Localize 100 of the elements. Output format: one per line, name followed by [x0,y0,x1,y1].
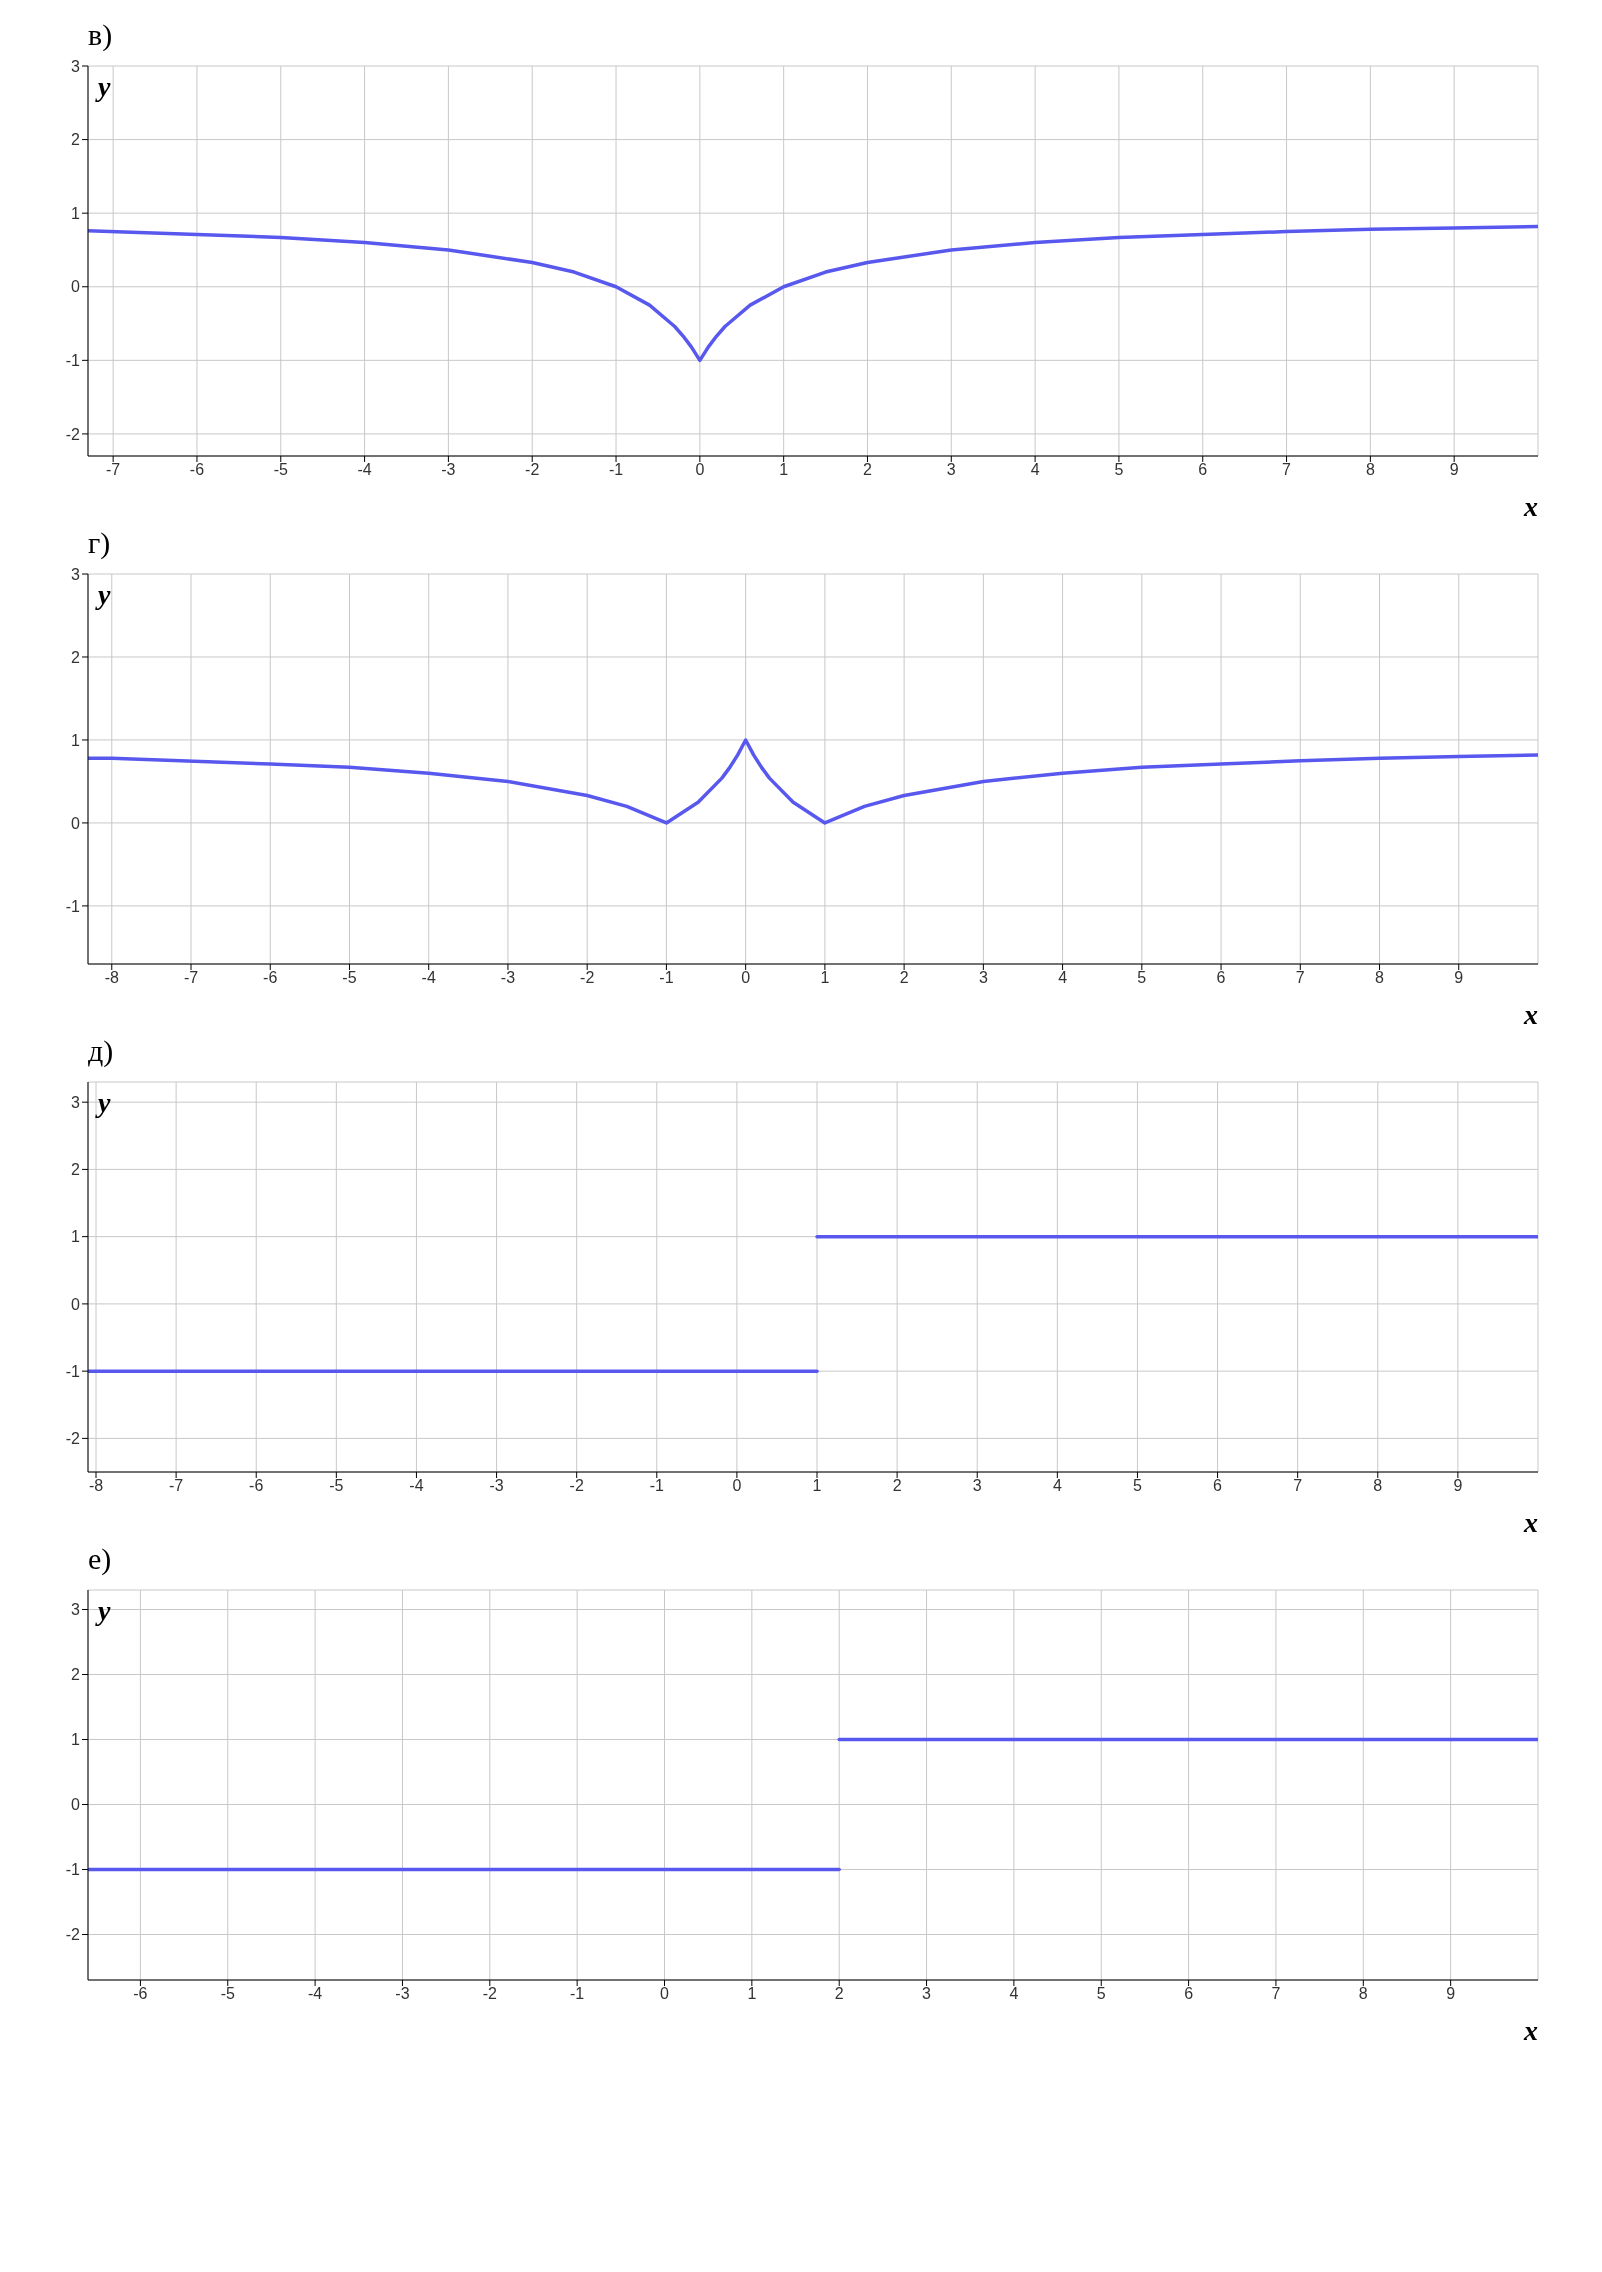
x-tick-label: -5 [329,1477,344,1495]
x-tick-label: -1 [649,1477,664,1495]
x-tick-label: -4 [357,461,372,479]
y-tick-label: 2 [71,131,81,149]
x-tick-label: -6 [249,1477,264,1495]
y-axis-title: y [95,578,111,610]
x-tick-label: 3 [922,1985,932,2003]
y-tick-label: 2 [71,1666,81,1684]
x-tick-label: -4 [307,1985,323,2003]
x-tick-label: 4 [1030,461,1040,479]
x-tick-label: 1 [779,461,789,479]
x-tick-label: -5 [220,1985,235,2003]
chart-title: д) [87,1034,115,1069]
x-axis-title: x [1523,1507,1538,1538]
x-tick-label: 8 [1358,1985,1368,2003]
x-tick-label: -7 [183,969,199,987]
y-axis-title: y [95,1086,111,1118]
line-series [88,224,1538,363]
x-tick-label: 2 [899,969,909,987]
x-tick-label: 4 [1052,1477,1062,1495]
x-tick-label: -4 [409,1477,424,1495]
y-tick-label: 1 [71,1228,81,1246]
x-tick-label: -2 [482,1985,498,2003]
x-tick-label: 0 [660,1985,670,2003]
y-tick-label: 3 [71,565,81,583]
y-tick-label: 3 [71,1093,81,1111]
x-tick-label: 8 [1375,969,1385,987]
x-tick-label: -1 [570,1985,585,2003]
x-tick-label: 8 [1373,1477,1383,1495]
y-tick-label: -1 [65,1861,81,1879]
x-tick-label: -2 [569,1477,584,1495]
x-tick-label: -6 [263,969,278,987]
y-tick-label: 2 [71,648,81,666]
x-tick-label: 6 [1213,1477,1223,1495]
chart-title: е) [87,1542,113,1577]
x-axis-title: x [1523,2015,1538,2046]
x-tick-label: 7 [1293,1477,1303,1495]
chart-title: г) [87,526,112,561]
x-tick-label: 4 [1009,1985,1019,2003]
x-tick-label: -3 [441,461,456,479]
y-tick-label: 0 [71,278,81,296]
y-tick-label: -1 [65,897,81,915]
x-tick-label: -7 [169,1477,184,1495]
y-axis-title: y [95,70,111,102]
x-tick-label: -3 [395,1985,410,2003]
x-tick-label: 5 [1114,461,1124,479]
y-tick-label: 3 [71,57,81,75]
x-tick-label: -5 [273,461,288,479]
x-tick-label: 1 [820,969,830,987]
x-tick-label: 5 [1132,1477,1142,1495]
y-tick-label: -1 [65,352,81,370]
x-tick-label: 9 [1446,1985,1456,2003]
x-tick-label: 6 [1198,461,1208,479]
y-tick-label: 1 [71,1731,81,1749]
x-tick-label: -7 [106,461,121,479]
x-tick-label: -3 [500,969,516,987]
x-tick-label: 4 [1058,969,1068,987]
x-tick-label: -1 [608,461,624,479]
x-tick-label: 5 [1096,1985,1106,2003]
x-tick-label: 1 [812,1477,822,1495]
x-tick-label: 6 [1216,969,1226,987]
x-axis-title: x [1523,491,1538,522]
y-tick-label: -2 [65,1430,81,1448]
x-tick-label: -2 [580,969,595,987]
x-tick-label: 9 [1454,969,1464,987]
x-tick-label: -2 [525,461,540,479]
x-tick-label: 7 [1282,461,1292,479]
y-tick-label: -2 [65,1926,81,1944]
x-tick-label: -6 [133,1985,148,2003]
x-tick-label: 0 [741,969,751,987]
y-tick-label: 1 [71,204,81,222]
y-tick-label: 0 [71,1796,81,1814]
x-tick-label: -5 [342,969,357,987]
x-tick-label: 7 [1271,1985,1281,2003]
x-tick-label: 0 [695,461,705,479]
chart-title: в) [87,18,114,53]
x-tick-label: 2 [834,1985,844,2003]
x-tick-label: 9 [1453,1477,1463,1495]
x-tick-label: 1 [747,1985,757,2003]
x-tick-label: -1 [659,969,674,987]
x-tick-label: 3 [946,461,956,479]
x-tick-label: -8 [104,969,119,987]
x-tick-label: 9 [1449,461,1459,479]
x-tick-label: -3 [489,1477,504,1495]
y-tick-label: 2 [71,1161,81,1179]
y-tick-label: -1 [65,1362,81,1380]
x-tick-label: -6 [189,461,205,479]
x-tick-label: -4 [421,969,436,987]
y-axis-title: y [95,1594,111,1626]
y-tick-label: -2 [65,425,81,443]
y-tick-label: 0 [71,814,81,832]
x-axis-title: x [1523,999,1538,1030]
x-tick-label: 8 [1365,461,1375,479]
x-tick-label: 3 [972,1477,982,1495]
y-tick-label: 1 [71,731,81,749]
x-tick-label: 2 [892,1477,902,1495]
x-tick-label: 5 [1137,969,1147,987]
y-tick-label: 0 [71,1295,81,1313]
x-tick-label: -8 [88,1477,104,1495]
x-tick-label: 3 [978,969,988,987]
